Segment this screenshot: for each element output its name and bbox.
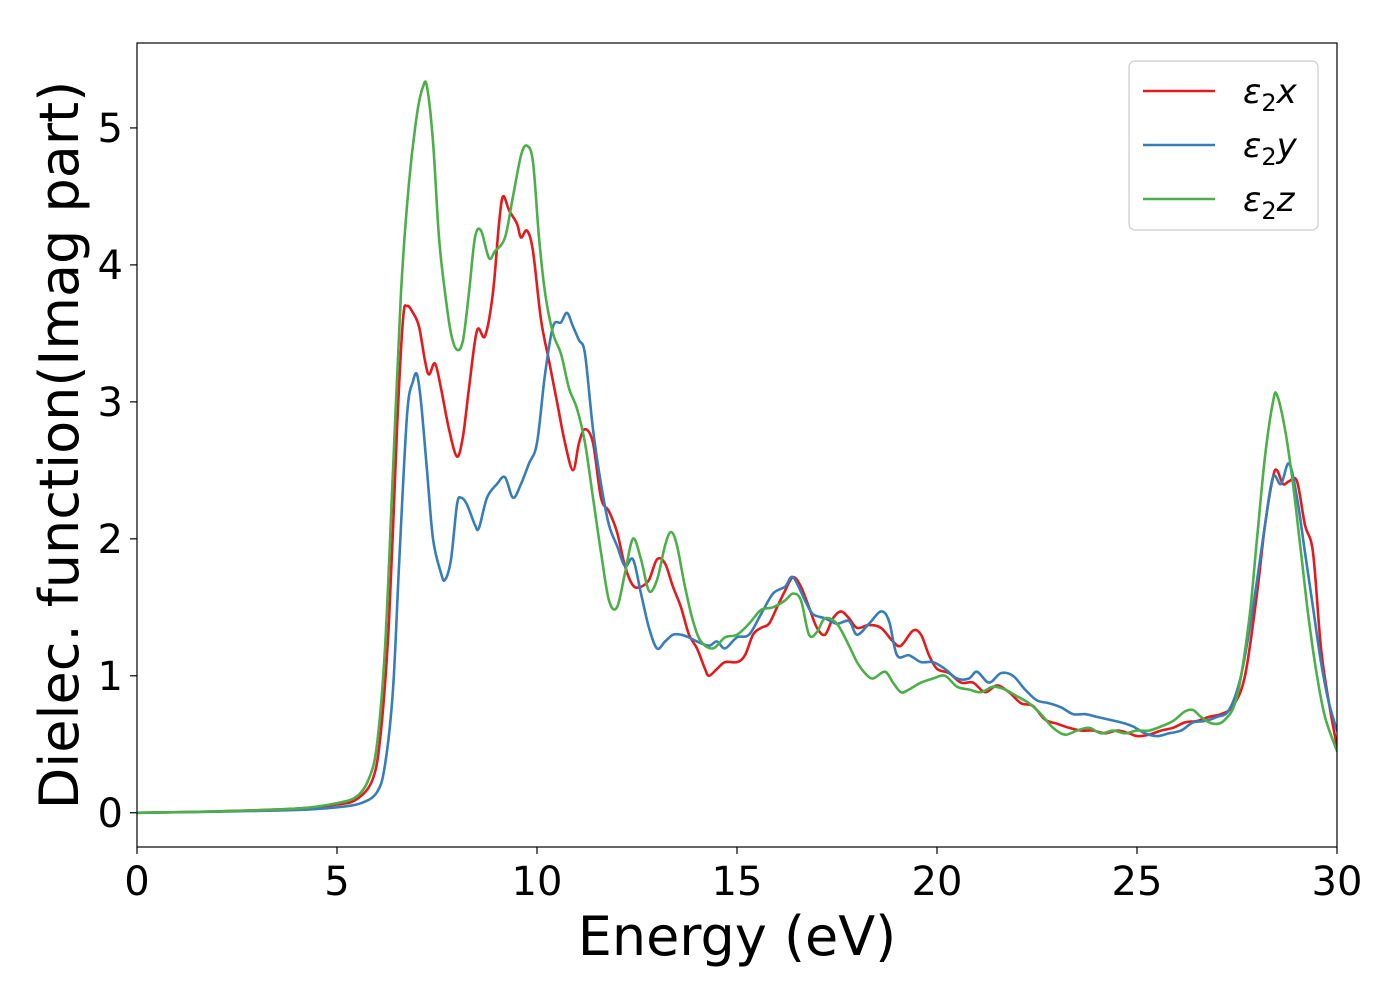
x-tick-label: 15 xyxy=(712,859,763,905)
y-tick-label: 4 xyxy=(98,243,123,289)
y-tick-label: 3 xyxy=(98,380,123,426)
y-tick-label: 1 xyxy=(98,654,123,700)
legend-label-axis: x xyxy=(1276,72,1298,112)
y-tick-label: 2 xyxy=(98,517,123,563)
x-tick-label: 0 xyxy=(124,859,149,905)
legend-label: ε2z xyxy=(1243,180,1296,225)
legend-label-base: ε xyxy=(1243,180,1261,220)
series-line-x xyxy=(137,194,1337,815)
y-axis-label: Dielec. function(Imag part) xyxy=(28,81,91,810)
y-tick-label: 0 xyxy=(98,791,123,837)
x-tick-label: 25 xyxy=(1112,859,1163,905)
legend-label: ε2x xyxy=(1243,72,1298,117)
x-tick-label: 5 xyxy=(324,859,349,905)
x-tick-label: 10 xyxy=(512,859,563,905)
legend-label-axis: z xyxy=(1276,180,1296,220)
x-tick-label: 20 xyxy=(912,859,963,905)
x-axis: 0 5 10 15 20 25 30 xyxy=(124,847,1362,905)
series-line-y xyxy=(137,311,1337,815)
legend-label: ε2y xyxy=(1243,126,1298,171)
x-axis-label: Energy (eV) xyxy=(578,905,897,968)
x-tick-label: 30 xyxy=(1312,859,1363,905)
series-layer xyxy=(137,80,1337,815)
y-axis: 0 1 2 3 4 5 xyxy=(98,106,137,837)
legend-box xyxy=(1128,60,1319,231)
legend-label-subscript: 2 xyxy=(1261,197,1276,225)
legend-label-base: ε xyxy=(1243,126,1261,166)
series-line-z xyxy=(137,80,1337,815)
legend-label-subscript: 2 xyxy=(1261,89,1276,117)
y-tick-label: 5 xyxy=(98,106,123,152)
legend-label-axis: y xyxy=(1276,126,1298,166)
legend-label-base: ε xyxy=(1243,72,1261,112)
legend-label-subscript: 2 xyxy=(1261,143,1276,171)
